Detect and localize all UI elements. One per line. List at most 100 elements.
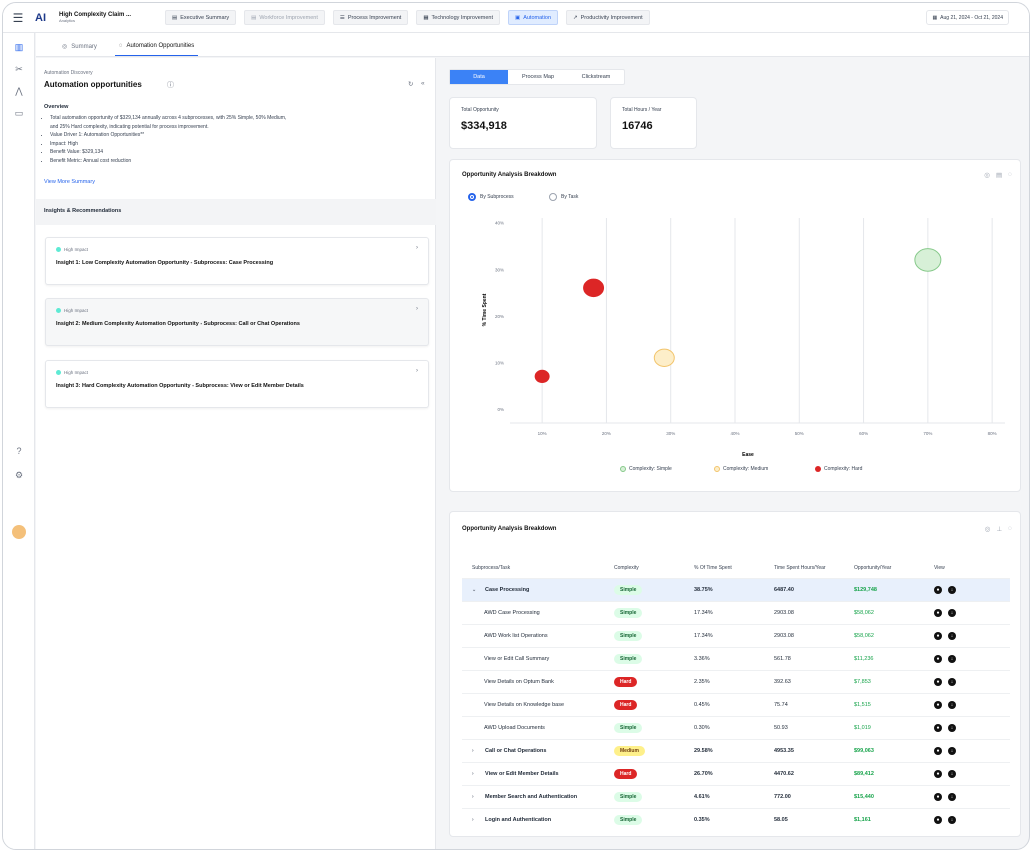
refresh-icon[interactable]: ↻ xyxy=(408,81,414,88)
download-icon[interactable]: ↓ xyxy=(948,724,956,732)
column-header[interactable]: Complexity xyxy=(614,565,639,571)
date-range-picker[interactable]: ▦ Aug 21, 2024 - Oct 21, 2024 xyxy=(926,10,1009,25)
pct-cell: 0.45% xyxy=(694,702,710,708)
settings-icon[interactable]: ⚙ xyxy=(14,470,24,480)
legend-hard[interactable]: Complexity: Hard xyxy=(815,466,862,472)
avatar[interactable] xyxy=(12,525,26,539)
tab-process-improvement[interactable]: ☰ Process Improvement xyxy=(332,10,409,25)
subprocess-name: AWD Work list Operations xyxy=(484,633,548,639)
eye-icon[interactable]: ● xyxy=(934,655,942,663)
view-cell: ● ↓ xyxy=(934,586,1010,594)
tab-productivity-improvement[interactable]: ↗ Productivity Improvement xyxy=(566,10,650,25)
view-more-summary-link[interactable]: View More Summary xyxy=(44,179,95,185)
toggle-data[interactable]: Data xyxy=(450,70,508,84)
column-header[interactable]: % Of Time Spent xyxy=(694,565,732,571)
download-icon[interactable]: ↓ xyxy=(948,586,956,594)
chevron-right-icon[interactable]: › xyxy=(472,817,474,823)
download-icon[interactable]: ↓ xyxy=(948,816,956,824)
pct-cell: 3.36% xyxy=(694,656,710,662)
app-name[interactable]: High Complexity Claim ... Analytics xyxy=(59,12,165,23)
insight-card[interactable]: High Impact Insight 2: Medium Complexity… xyxy=(45,298,429,346)
eye-icon[interactable]: ● xyxy=(934,586,942,594)
chevron-down-icon[interactable]: ⌄ xyxy=(472,587,477,593)
eye-icon[interactable]: ● xyxy=(934,724,942,732)
insight-card[interactable]: High Impact Insight 3: Hard Complexity A… xyxy=(45,360,429,408)
legend-simple[interactable]: Complexity: Simple xyxy=(620,466,672,472)
column-header[interactable]: Subprocess/Task xyxy=(472,565,511,571)
table-row[interactable]: AWD Upload Documents Simple 0.30% 50.93 $1,0… xyxy=(462,716,1010,739)
scatter-point[interactable] xyxy=(914,248,942,272)
chevron-right-icon[interactable]: › xyxy=(416,306,418,312)
insight-title: Insight 1: Low Complexity Automation Opp… xyxy=(56,260,274,266)
download-icon[interactable]: ↓ xyxy=(948,678,956,686)
view-cell: ● ↓ xyxy=(934,632,1010,640)
menu-icon[interactable]: ☰ xyxy=(12,10,24,25)
collapse-icon[interactable]: « xyxy=(421,80,425,87)
eye-icon[interactable]: ● xyxy=(934,793,942,801)
network-icon[interactable]: ⋀ xyxy=(15,86,23,96)
app-title: High Complexity Claim ... xyxy=(59,12,132,18)
download-icon[interactable]: ↓ xyxy=(948,701,956,709)
eye-icon[interactable]: ● xyxy=(934,678,942,686)
table-row[interactable]: View Details on Optum Bank Hard 2.35% 392.6… xyxy=(462,670,1010,693)
toggle-process-map[interactable]: Process Map xyxy=(521,74,555,80)
download-icon[interactable]: ↓ xyxy=(948,655,956,663)
toggle-clickstream[interactable]: Clickstream xyxy=(581,74,611,80)
table-row[interactable]: › Login and Authentication Simple 0.35% 58.0… xyxy=(462,808,1010,831)
eye-icon[interactable]: ● xyxy=(934,770,942,778)
table-row[interactable]: AWD Work list Operations Simple 17.34% 2903… xyxy=(462,624,1010,647)
download-icon[interactable]: ↓ xyxy=(948,609,956,617)
dashboard-icon[interactable]: ▥ xyxy=(14,42,24,52)
tab-automation[interactable]: ▣ Automation xyxy=(508,10,559,25)
insight-card[interactable]: High Impact Insight 1: Low Complexity Au… xyxy=(45,237,429,285)
tab-workforce-improvement[interactable]: ▤ Workforce Improvement xyxy=(244,10,325,25)
info-icon[interactable]: ◎ xyxy=(984,526,991,533)
legend-medium[interactable]: Complexity: Medium xyxy=(714,466,768,472)
radio-by-task[interactable]: By Task xyxy=(549,193,578,201)
scatter-chart: 10% 20% 30% 40% 50% 60% 70% 80% 0% 10% 20% 30% 40% E… xyxy=(482,218,1005,458)
tab-executive-summary[interactable]: ▤ Executive Summary xyxy=(165,10,237,25)
chevron-right-icon[interactable]: › xyxy=(472,748,474,754)
scatter-point[interactable] xyxy=(534,369,550,384)
eye-icon[interactable]: ● xyxy=(934,747,942,755)
hierarchy-icon[interactable]: ⊥ xyxy=(996,526,1003,533)
more-icon[interactable]: ◌ xyxy=(1008,171,1012,178)
eye-icon[interactable]: ● xyxy=(934,632,942,640)
table-row[interactable]: ⌄ Case Processing Simple 38.75% 6487.40 $129,… xyxy=(462,578,1010,601)
download-icon[interactable]: ↓ xyxy=(948,793,956,801)
radio-by-subprocess[interactable]: By Subprocess xyxy=(468,193,514,201)
subtab-automation-opportunities[interactable]: ◌ Automation Opportunities xyxy=(114,43,199,56)
view-cell: ● ↓ xyxy=(934,678,1010,686)
video-icon[interactable]: ▭ xyxy=(14,108,24,118)
scatter-point[interactable] xyxy=(583,278,605,298)
chevron-right-icon[interactable]: › xyxy=(472,794,474,800)
table-row[interactable]: View or Edit Call Summary Simple 3.36% 561.… xyxy=(462,647,1010,670)
download-icon[interactable]: ↓ xyxy=(948,632,956,640)
table-icon[interactable]: ▤ xyxy=(995,172,1003,179)
column-header[interactable]: View xyxy=(934,565,945,571)
eye-icon[interactable]: ● xyxy=(934,701,942,709)
table-row[interactable]: AWD Case Processing Simple 17.34% 2903.08 $5… xyxy=(462,601,1010,624)
table-row[interactable]: › View or Edit Member Details Hard 26.70% 44… xyxy=(462,762,1010,785)
x-tick-label: 70% xyxy=(923,431,932,436)
chevron-right-icon[interactable]: › xyxy=(416,245,418,251)
scatter-point[interactable] xyxy=(653,348,675,367)
more-icon[interactable]: ◌ xyxy=(1008,525,1012,532)
info-icon[interactable]: ⓘ xyxy=(167,82,174,89)
eye-icon[interactable]: ● xyxy=(934,816,942,824)
table-row[interactable]: › Member Search and Authentication Simple 4… xyxy=(462,785,1010,808)
column-header[interactable]: Opportunity/Year xyxy=(854,565,892,571)
table-row[interactable]: › Call or Chat Operations Medium 29.58% 4953… xyxy=(462,739,1010,762)
eye-icon[interactable]: ● xyxy=(934,609,942,617)
chevron-right-icon[interactable]: › xyxy=(416,368,418,374)
help-icon[interactable]: ? xyxy=(16,446,22,456)
subtab-summary[interactable]: ◎ Summary xyxy=(62,43,97,51)
download-icon[interactable]: ↓ xyxy=(948,770,956,778)
scissors-icon[interactable]: ✂ xyxy=(15,64,23,74)
tab-technology-improvement[interactable]: ▦ Technology Improvement xyxy=(416,10,500,25)
chevron-right-icon[interactable]: › xyxy=(472,771,474,777)
table-row[interactable]: View Details on Knowledge base Hard 0.45% 7… xyxy=(462,693,1010,716)
column-header[interactable]: Time Spent Hours/Year xyxy=(774,565,826,571)
info-icon[interactable]: ◎ xyxy=(984,172,990,179)
download-icon[interactable]: ↓ xyxy=(948,747,956,755)
